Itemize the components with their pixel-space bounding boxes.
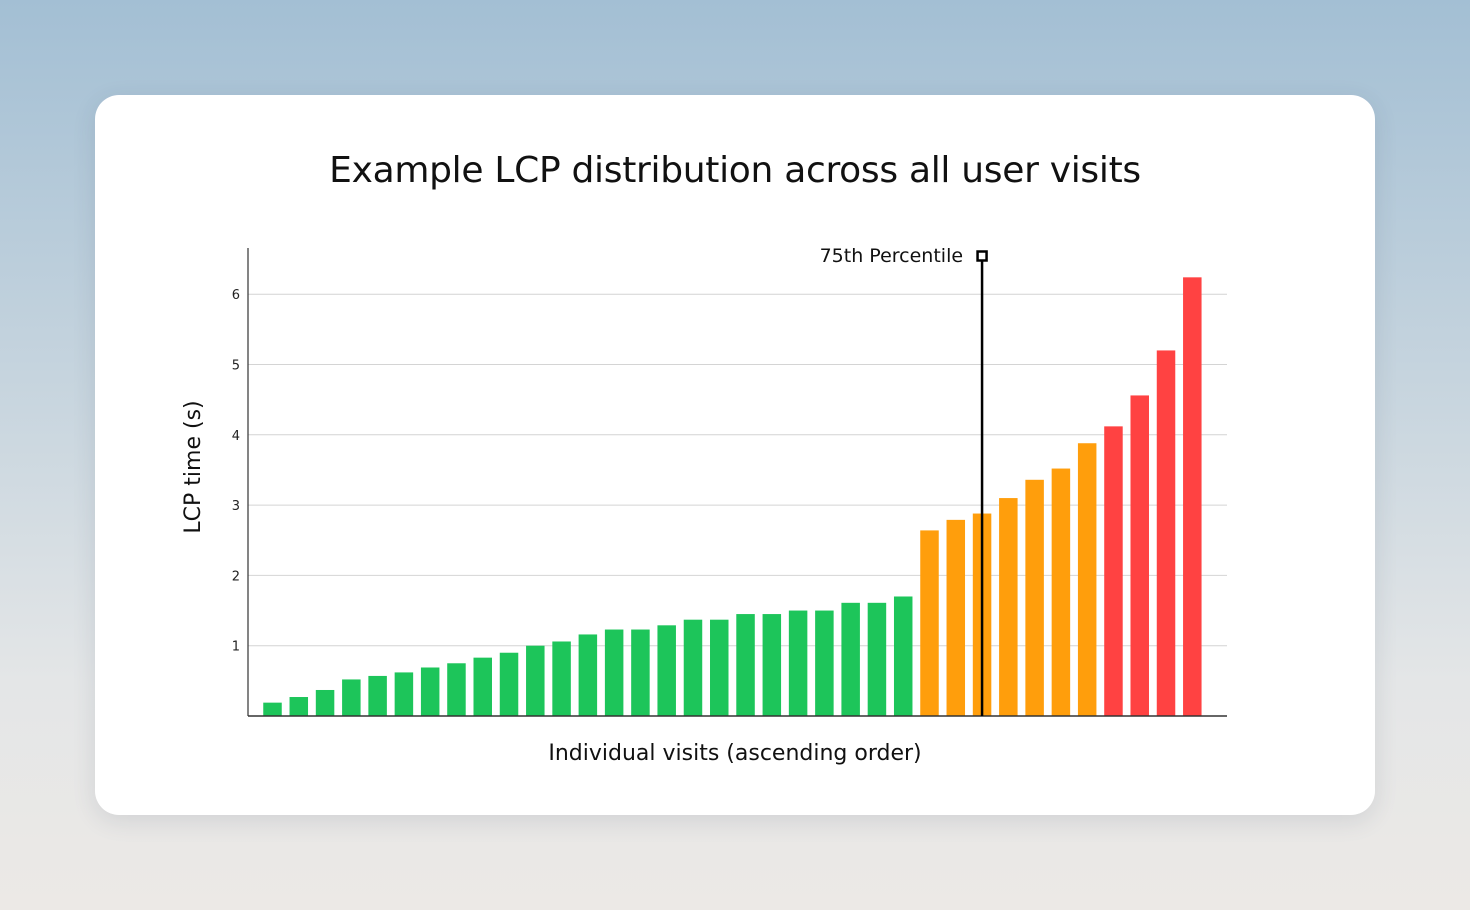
bar-poor bbox=[1130, 395, 1149, 716]
bar-good bbox=[420, 667, 440, 716]
bar-good bbox=[368, 675, 387, 716]
bar-poor bbox=[1156, 350, 1176, 716]
bar-good bbox=[342, 679, 361, 716]
y-tick-label: 6 bbox=[232, 288, 240, 303]
bar-good bbox=[710, 619, 729, 716]
percentile-label: 75th Percentile bbox=[820, 245, 963, 267]
bar-needs-improvement bbox=[1077, 443, 1097, 716]
bar-needs-improvement bbox=[1051, 468, 1071, 716]
y-tick-label: 1 bbox=[232, 640, 240, 655]
y-tick-labels: 1 2 3 4 5 6 bbox=[232, 288, 240, 655]
bar-good bbox=[736, 614, 755, 716]
bar-poor bbox=[1104, 426, 1123, 716]
bar-good bbox=[447, 663, 466, 716]
y-axis-title: LCP time (s) bbox=[181, 400, 206, 533]
bar-poor bbox=[1183, 277, 1202, 716]
bar-good bbox=[499, 652, 519, 716]
y-tick-label: 2 bbox=[232, 569, 240, 584]
bar-needs-improvement bbox=[999, 498, 1018, 716]
y-tick-label: 5 bbox=[232, 359, 240, 374]
bar-good bbox=[289, 697, 309, 716]
bar-good bbox=[683, 619, 703, 716]
bar-good bbox=[631, 629, 650, 716]
bar-good bbox=[394, 672, 414, 716]
bar-good bbox=[841, 602, 860, 716]
percentile-marker-square bbox=[976, 250, 988, 262]
bars bbox=[263, 277, 1202, 716]
bar-needs-improvement bbox=[946, 519, 966, 716]
bar-good bbox=[315, 689, 335, 716]
bar-good bbox=[604, 629, 624, 716]
y-tick-label: 4 bbox=[232, 429, 240, 444]
bar-good bbox=[867, 602, 887, 716]
bar-good bbox=[263, 702, 282, 716]
x-axis-title: Individual visits (ascending order) bbox=[548, 741, 921, 766]
y-tick-label: 3 bbox=[232, 499, 240, 514]
bar-needs-improvement bbox=[1025, 479, 1044, 716]
bar-good bbox=[893, 596, 913, 716]
chart-title: Example LCP distribution across all user… bbox=[329, 150, 1141, 191]
percentile-marker: 75th Percentile bbox=[820, 245, 988, 716]
bar-good bbox=[526, 645, 545, 716]
bar-good bbox=[788, 610, 808, 716]
bar-good bbox=[552, 641, 571, 716]
bar-good bbox=[473, 657, 492, 716]
bar-good bbox=[657, 625, 676, 716]
bar-good bbox=[578, 634, 598, 716]
bar-needs-improvement bbox=[920, 530, 939, 716]
bar-good bbox=[762, 614, 782, 716]
bar-good bbox=[815, 610, 834, 716]
